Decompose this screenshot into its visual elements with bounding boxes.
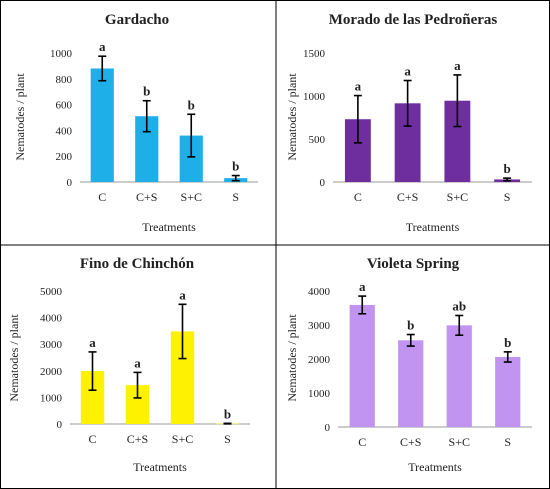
chart-0-xtick-label-0: C	[98, 190, 106, 204]
chart-2-significance-letter-2: a	[179, 287, 186, 302]
chart-0-ytick-label-3: 600	[56, 100, 73, 112]
chart-3-bar-0	[349, 304, 375, 427]
chart-2-title: Fino de Chinchón	[80, 256, 195, 272]
chart-2-xtick-label-0: C	[88, 432, 96, 446]
chart-2-ytick-label-2: 2000	[40, 366, 63, 378]
chart-1-ytick-label-1: 500	[309, 134, 326, 146]
chart-2-ytick-label-0: 0	[57, 419, 63, 431]
chart-0-xtick-label-1: C+S	[136, 190, 157, 204]
chart-1-xtick-label-0: C	[354, 190, 362, 204]
chart-0-ylabel: Nematodes / plant	[13, 73, 27, 161]
chart-1-xlabel: Treatments	[406, 220, 460, 234]
chart-3-significance-letter-0: a	[359, 279, 366, 294]
chart-2-ytick-label-3: 3000	[40, 339, 63, 351]
chart-3-ylabel: Nematodes / plant	[285, 314, 299, 402]
chart-3-bar-2	[446, 325, 472, 427]
chart-1-ytick-label-2: 1000	[303, 91, 326, 103]
chart-2-ytick-label-5: 5000	[40, 286, 63, 298]
chart-2-ytick-label-4: 4000	[40, 313, 63, 325]
chart-3-xlabel: Treatments	[408, 460, 462, 474]
chart-3-xtick-label-2: S+C	[449, 435, 470, 449]
chart-3-ytick-label-1: 1000	[308, 388, 331, 400]
chart-0-ytick-label-0: 0	[67, 177, 73, 189]
chart-2-xtick-label-1: C+S	[127, 432, 148, 446]
chart-2-ytick-label-1: 1000	[40, 392, 63, 404]
chart-0-bar-0	[90, 68, 114, 182]
chart-1-significance-letter-1: a	[404, 64, 411, 79]
chart-3-xtick-label-3: S	[504, 435, 511, 449]
chart-1-xtick-label-3: S	[504, 190, 511, 204]
chart-0-significance-letter-2: b	[188, 97, 195, 112]
chart-3-title: Violeta Spring	[367, 256, 460, 272]
chart-0-ytick-label-2: 400	[56, 125, 73, 137]
chart-0-title: Gardacho	[105, 12, 169, 28]
chart-3-ytick-label-3: 3000	[308, 320, 331, 332]
chart-0-xlabel: Treatments	[142, 220, 196, 234]
chart-2-xlabel: Treatments	[133, 460, 187, 474]
chart-0-bar-2	[179, 135, 203, 182]
chart-0-bar-1	[135, 116, 159, 182]
chart-1-ylabel: Nematodes / plant	[285, 73, 299, 161]
chart-3-significance-letter-2: ab	[452, 298, 466, 313]
chart-0-significance-letter-1: b	[143, 84, 150, 99]
chart-3-significance-letter-3: b	[504, 335, 511, 350]
chart-1-significance-letter-3: b	[504, 161, 511, 176]
chart-3-bar-1	[398, 340, 424, 427]
chart-1-ytick-label-0: 0	[320, 177, 326, 189]
chart-2-xtick-label-2: S+C	[172, 432, 193, 446]
chart-1-xtick-label-2: S+C	[447, 190, 468, 204]
chart-3-bar-3	[495, 356, 521, 427]
chart-1-title: Morado de las Pedroñeras	[329, 12, 498, 28]
chart-0-xtick-label-2: S+C	[181, 190, 202, 204]
chart-2-bar-1	[125, 385, 150, 424]
chart-0-significance-letter-3: b	[232, 159, 239, 174]
chart-2-bar-2	[170, 331, 195, 424]
chart-0-ytick-label-1: 200	[56, 151, 73, 163]
chart-3-xtick-label-1: C+S	[400, 435, 421, 449]
chart-2-ylabel: Nematodes / plant	[7, 314, 21, 402]
chart-3-ytick-label-4: 4000	[308, 286, 331, 298]
chart-2-significance-letter-0: a	[89, 335, 96, 350]
chart-2-significance-letter-3: b	[224, 406, 231, 421]
chart-3-significance-letter-1: b	[407, 318, 414, 333]
chart-2-bar-0	[80, 371, 105, 424]
chart-1-ytick-label-3: 1500	[303, 48, 326, 60]
chart-0-ytick-label-5: 1000	[50, 48, 73, 60]
chart-0-ytick-label-4: 800	[56, 74, 73, 86]
chart-3-ytick-label-2: 2000	[308, 354, 331, 366]
chart-3-ytick-label-0: 0	[325, 422, 331, 434]
chart-1-significance-letter-2: a	[454, 58, 461, 73]
chart-2-xtick-label-3: S	[224, 432, 231, 446]
chart-2-significance-letter-1: a	[134, 355, 141, 370]
chart-0-xtick-label-3: S	[232, 190, 239, 204]
chart-1-xtick-label-1: C+S	[397, 190, 418, 204]
chart-0-significance-letter-0: a	[99, 39, 106, 54]
chart-3-xtick-label-0: C	[358, 435, 366, 449]
chart-1-significance-letter-0: a	[355, 79, 362, 94]
